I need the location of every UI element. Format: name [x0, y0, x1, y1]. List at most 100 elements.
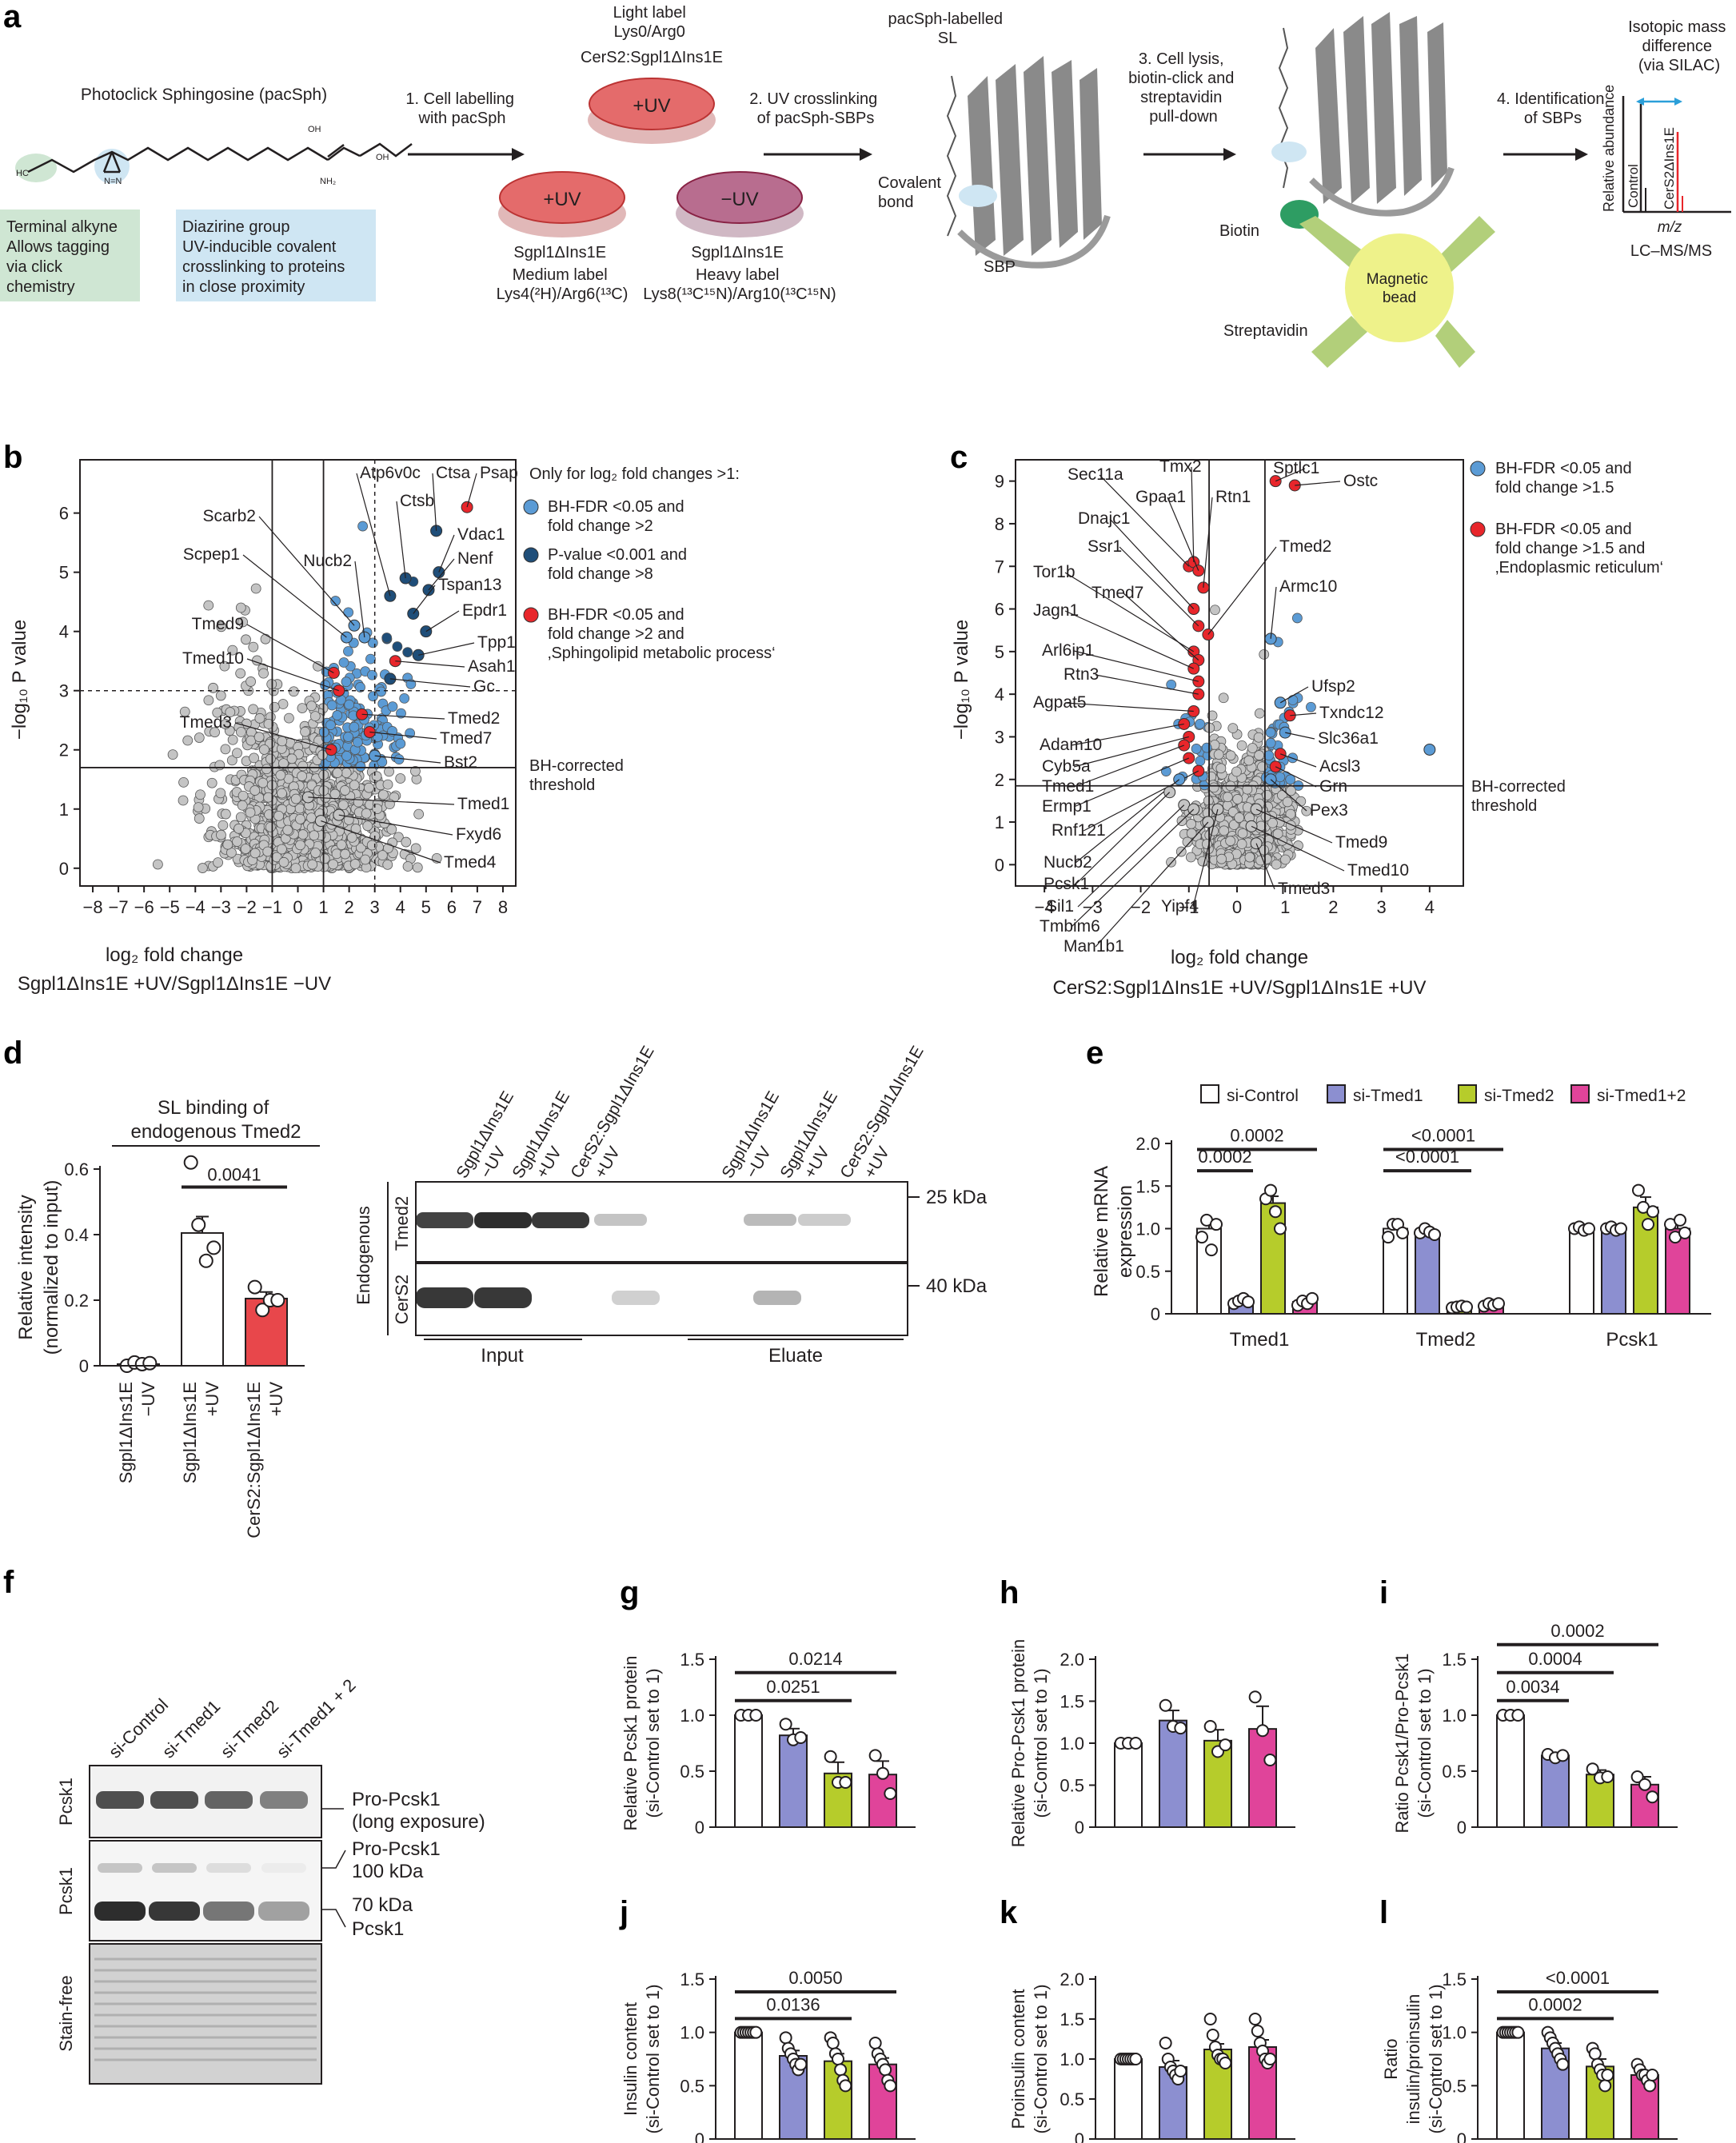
- data-point: [259, 744, 269, 755]
- point-label-vdac1: Vdac1: [457, 525, 505, 544]
- data-point: [194, 732, 205, 743]
- x-tick-label: −2: [1131, 897, 1151, 917]
- point-label-gpaa1: Gpaa1: [1135, 488, 1186, 506]
- point-label-tpp1: Tpp1: [477, 633, 516, 652]
- data-point: [270, 1293, 285, 1307]
- point-label-rtn3: Rtn3: [1064, 665, 1099, 684]
- data-point: [382, 779, 393, 790]
- point-label-yipf4: Yipf4: [1161, 897, 1199, 916]
- y-tick-label: 1.5: [680, 1650, 704, 1670]
- data-point: [273, 810, 285, 821]
- label-leader: [1123, 593, 1199, 660]
- y-tick-label: 3: [995, 727, 1004, 747]
- data-point: [361, 808, 372, 819]
- data-point: [1219, 2057, 1232, 2069]
- data-point: [1210, 605, 1220, 616]
- data-point: [288, 686, 299, 697]
- y-tick-label: 1.0: [680, 1706, 704, 1726]
- data-point: [215, 690, 226, 701]
- data-point: [208, 682, 218, 693]
- point-label-pex3: Pex3: [1310, 801, 1348, 820]
- point-label-arl6ip1: Arl6ip1: [1042, 641, 1094, 660]
- data-point: [1219, 825, 1230, 836]
- point-label-tmed9: Tmed9: [192, 615, 244, 633]
- cers2-band: [416, 1287, 473, 1308]
- data-point: [1222, 792, 1233, 803]
- x-tick-label: −7: [109, 897, 129, 917]
- x-tick-label: −8: [82, 897, 102, 917]
- ms-control-label: Control: [1626, 164, 1641, 208]
- data-point: [216, 829, 226, 840]
- data-point: [365, 653, 376, 664]
- y-tick-label: 2.0: [1135, 1134, 1160, 1154]
- y-tick-label: 6: [995, 600, 1004, 620]
- point-label-ermp1: Ermp1: [1042, 797, 1091, 816]
- data-point: [1213, 749, 1224, 760]
- point-label-tmed1: Tmed1: [457, 795, 509, 813]
- legend-swatch: [1327, 1084, 1346, 1103]
- panel-h-label: h: [1000, 1575, 1019, 1610]
- panel-b: b −8 −7 −6 −5 −4 −3 −2 −1 0 1 2 3 4 5 6 7 80123456PsapCt…: [3, 440, 776, 995]
- point-label-scarb2: Scarb2: [202, 507, 256, 525]
- data-point: [405, 679, 417, 689]
- d-category-label: Sgpl1ΔIns1E: [180, 1382, 200, 1483]
- y-tick-label: 0.5: [680, 1762, 704, 1782]
- data-point: [876, 1766, 889, 1780]
- data-point: [360, 854, 371, 865]
- panel-j: j 0 0.5 1.0 1.5 0.0136 0.0050 Insulin content(…: [619, 1895, 916, 2143]
- data-point: [1678, 1226, 1691, 1239]
- data-point: [248, 704, 259, 715]
- data-point: [237, 800, 248, 811]
- legend-marker: [523, 499, 539, 515]
- p-value-label: 0.0251: [766, 1677, 820, 1697]
- data-point: [1236, 839, 1247, 849]
- data-point: [237, 790, 249, 801]
- c-xlabel: log₂ fold change: [1171, 947, 1308, 968]
- y-axis-label: (si-Control set to 1): [1031, 1984, 1051, 2133]
- data-point: [402, 861, 413, 872]
- point-label-gc: Gc: [473, 677, 495, 696]
- k-bar-chart: 0 0.5 1.0 1.5 2.0 Proinsulin content (si-Contr…: [1008, 1969, 1295, 2143]
- point-label-acsl3: Acsl3: [1319, 757, 1360, 776]
- y-tick-label: 4: [995, 684, 1004, 704]
- y-tick-label: 8: [995, 514, 1004, 534]
- data-point: [383, 843, 393, 854]
- point-label-tmbim6: Tmbim6: [1040, 917, 1100, 936]
- data-point: [1218, 692, 1229, 704]
- data-point: [1282, 796, 1293, 808]
- label-leader: [242, 554, 347, 638]
- data-point: [1263, 2053, 1277, 2065]
- point-label-ufsp2: Ufsp2: [1311, 677, 1355, 696]
- biotin-label: Biotin: [1219, 222, 1259, 240]
- data-point: [794, 2057, 808, 2071]
- data-point: [1285, 820, 1296, 831]
- data-point: [1174, 2065, 1187, 2077]
- category-label: Tmed2: [1416, 1329, 1476, 1351]
- data-point: [220, 744, 231, 755]
- dish-medium: +UV: [498, 171, 626, 237]
- point-label-man1b1: Man1b1: [1064, 937, 1124, 956]
- data-point: [402, 647, 413, 658]
- data-point: [371, 771, 382, 782]
- legend-label: si-Control: [1227, 1087, 1299, 1105]
- data-point: [1263, 1754, 1277, 1766]
- d-bar-chart: 0 0.2 0.4 0.6 0.0041 Relative intensity (norma…: [15, 1155, 305, 1538]
- f-annot-100: 100 kDa: [352, 1861, 424, 1882]
- pacsph-structure: [15, 142, 413, 184]
- label-leader: [354, 561, 365, 638]
- data-point: [212, 707, 223, 718]
- data-point: [269, 701, 280, 712]
- data-point: [1205, 1243, 1218, 1257]
- magnetic-bead: [1345, 233, 1454, 342]
- panel-g-label: g: [620, 1575, 639, 1610]
- panel-l-label: l: [1379, 1895, 1388, 1930]
- data-point: [352, 736, 363, 748]
- data-point: [232, 748, 242, 759]
- p-value-label: 0.0050: [788, 1968, 842, 1988]
- legend-label: si-Tmed1: [1353, 1087, 1423, 1105]
- data-point: [779, 1718, 792, 1731]
- data-point: [338, 657, 349, 668]
- data-point: [1556, 1749, 1570, 1762]
- data-point: [1428, 1227, 1441, 1241]
- data-point: [884, 2079, 897, 2093]
